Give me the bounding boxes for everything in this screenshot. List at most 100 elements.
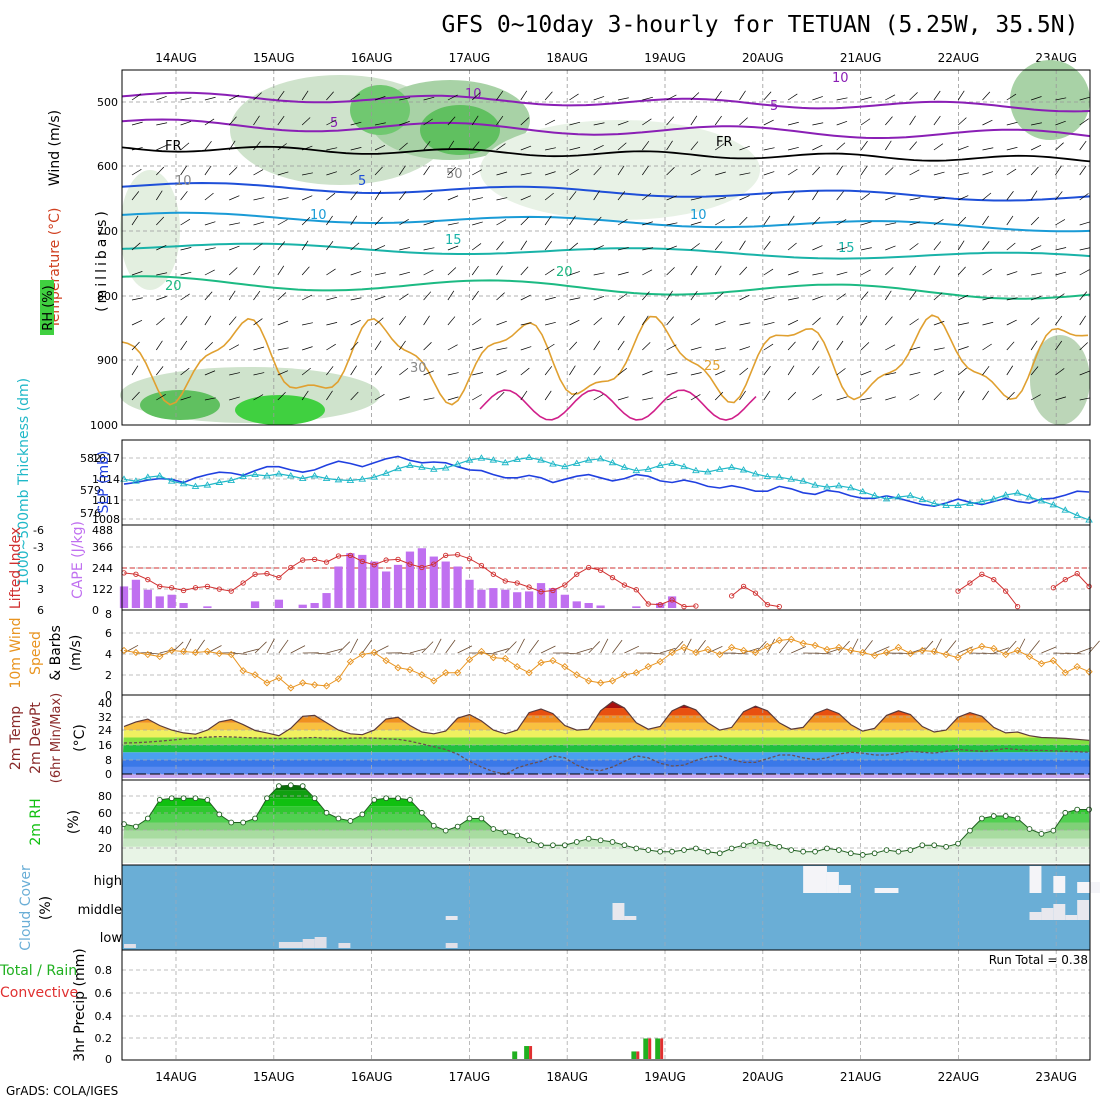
cape-tick: 244 — [92, 562, 113, 575]
li-tick: 0 — [37, 562, 44, 575]
precip-total-bar — [631, 1051, 636, 1059]
rh2m-point — [932, 843, 937, 848]
temp2m-tick: 32 — [98, 711, 112, 724]
level-tick-600: 600 — [97, 160, 118, 173]
cape-bar — [561, 595, 569, 608]
rh2m-point — [551, 843, 556, 848]
cape-bar — [311, 603, 319, 608]
rh2m-point — [336, 816, 341, 821]
rh-shade — [235, 395, 325, 425]
rh2m-tick: 20 — [98, 842, 112, 855]
rh2m-point — [205, 797, 210, 802]
contour-label: 20 — [556, 265, 573, 280]
ylabel-barbs: & Barbs — [48, 625, 64, 681]
rh2m-point — [1075, 807, 1080, 812]
rh2m-point — [467, 816, 472, 821]
panel-bg-cloud — [122, 865, 1090, 950]
rh2m-point — [503, 830, 508, 835]
wind10-tick: 4 — [105, 648, 112, 661]
rh2m-point — [408, 797, 413, 802]
ylabel-precip: 3hr Precip (mm) — [72, 948, 88, 1061]
rh2m-point — [1063, 810, 1068, 815]
rh2m-point — [134, 824, 139, 829]
temp2m-tick: 40 — [98, 697, 112, 710]
wind10-tick: 6 — [105, 627, 112, 640]
date-top-18AUG: 18AUG — [546, 51, 588, 65]
cloud-block — [124, 944, 136, 948]
ylabel-rh-pct: (%) — [66, 810, 82, 834]
cape-bar — [346, 553, 354, 608]
cape-bar — [573, 601, 581, 608]
date-bottom-16AUG: 16AUG — [351, 1070, 393, 1084]
rh2m-point — [324, 810, 329, 815]
cloud-block — [446, 943, 458, 948]
date-top-22AUG: 22AUG — [938, 51, 980, 65]
rh2m-point — [348, 818, 353, 823]
precip-conv-bar — [660, 1038, 663, 1059]
li-tick: 3 — [37, 583, 44, 596]
date-bottom-23AUG: 23AUG — [1035, 1070, 1077, 1084]
contour-label: 30 — [410, 361, 427, 376]
date-top-14AUG: 14AUG — [155, 51, 197, 65]
date-top-16AUG: 16AUG — [351, 51, 393, 65]
rh2m-tick: 80 — [98, 790, 112, 803]
rh2m-point — [288, 783, 293, 788]
level-tick-900: 900 — [97, 354, 118, 367]
ylabel-wind: Wind (m/s) — [47, 110, 63, 186]
cloud-block — [624, 916, 636, 920]
cloud-block — [446, 916, 458, 920]
rh2m-point — [396, 796, 401, 801]
rh2m-point — [431, 823, 436, 828]
date-bottom-17AUG: 17AUG — [449, 1070, 491, 1084]
rh2m-point — [991, 814, 996, 819]
ylabel-convective: Convective — [0, 985, 78, 1001]
rh2m-point — [658, 849, 663, 854]
rh2m-point — [1015, 816, 1020, 821]
cape-bar — [334, 567, 342, 608]
contour-label: 10 — [465, 87, 482, 102]
rh2m-point — [157, 797, 162, 802]
rh2m-point — [777, 844, 782, 849]
rh2m-point — [276, 784, 281, 789]
cape-bar — [632, 606, 640, 608]
precip-tick: 0.6 — [95, 987, 113, 1000]
cloud-block — [1041, 908, 1053, 920]
rh2m-point — [848, 851, 853, 856]
rh2m-point — [562, 843, 567, 848]
precip-tick: 0.4 — [95, 1010, 113, 1023]
wind10-tick: 8 — [105, 608, 112, 621]
cape-bar — [299, 605, 307, 608]
rh2m-point — [265, 796, 270, 801]
cloud-block — [303, 939, 315, 948]
cape-bar — [370, 562, 378, 608]
chart-title: GFS 0~10day 3-hourly for TETUAN (5.25W, … — [442, 12, 1079, 38]
rh2m-point — [515, 833, 520, 838]
contour-label: 10 — [690, 208, 707, 223]
cloud-tick: low — [100, 931, 123, 946]
cape-bar — [489, 588, 497, 608]
rh2m-point — [1051, 828, 1056, 833]
temp2m-tick: 16 — [98, 739, 112, 752]
precip-conv-bar — [636, 1051, 639, 1059]
rh2m-point — [717, 851, 722, 856]
rh2m-point — [789, 848, 794, 853]
ylabel-lifted-index: Lifted Index — [8, 527, 24, 609]
precip-total-bar — [512, 1051, 517, 1059]
rh-shade — [420, 105, 500, 155]
rh2m-point — [872, 851, 877, 856]
rh2m-tick: 40 — [98, 824, 112, 837]
ylabel-2m-temp: 2m Temp — [8, 706, 24, 770]
ylabel-minmax: (6hr Min/Max) — [49, 693, 64, 783]
ylabel-10m-wind: 10m Wind — [8, 617, 24, 688]
cloud-block — [839, 885, 851, 893]
cloud-block — [1030, 866, 1042, 893]
rh2m-point — [419, 810, 424, 815]
rh2m-point — [825, 846, 830, 851]
rh2m-point — [610, 840, 615, 845]
cape-bar — [453, 567, 461, 608]
rh2m-point — [896, 849, 901, 854]
contour-label: 15 — [445, 233, 462, 248]
contour-label: 5 — [770, 99, 778, 114]
rh2m-point — [574, 840, 579, 845]
